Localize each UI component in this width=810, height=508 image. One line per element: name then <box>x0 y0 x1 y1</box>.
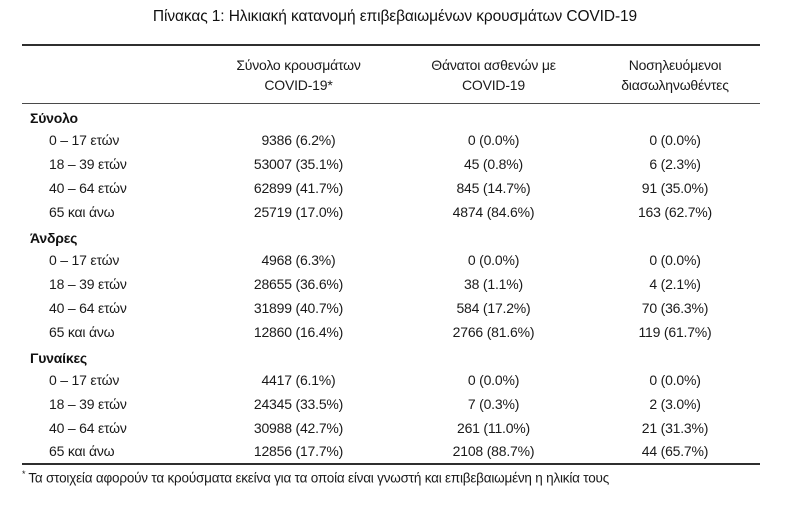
column-header-deaths-line1: Θάνατοι ασθενών με <box>431 57 556 73</box>
section-header-men: Άνδρες <box>22 224 760 248</box>
deaths-value: 38 (1.1%) <box>464 275 523 292</box>
cases-value: 4417 (6.1%) <box>261 371 336 388</box>
age-group-label: 65 και άνω <box>49 323 115 340</box>
table-row: 65 και άνω 12860 (16.4%) 2766 (81.6%) 11… <box>22 320 760 344</box>
age-group-label: 0 – 17 ετών <box>49 371 120 388</box>
column-header-intubated: Νοσηλευόμενοι διασωληνωθέντες <box>590 45 760 104</box>
section-label: Γυναίκες <box>30 349 87 366</box>
age-group-label: 40 – 64 ετών <box>49 179 127 196</box>
cases-value: 30988 (42.7%) <box>253 419 344 436</box>
table-row: 0 – 17 ετών 4417 (6.1%) 0 (0.0%) 0 (0.0%… <box>22 368 760 392</box>
intubated-value: 0 (0.0%) <box>649 371 701 388</box>
table-row: 0 – 17 ετών 4968 (6.3%) 0 (0.0%) 0 (0.0%… <box>22 248 760 272</box>
table-row: 18 – 39 ετών 53007 (35.1%) 45 (0.8%) 6 (… <box>22 152 760 176</box>
cases-value: 9386 (6.2%) <box>261 131 336 148</box>
cases-value: 28655 (36.6%) <box>253 275 344 292</box>
column-header-cases: Σύνολο κρουσμάτων COVID-19* <box>200 45 397 104</box>
deaths-value: 2766 (81.6%) <box>452 323 535 340</box>
intubated-value: 2 (3.0%) <box>649 395 701 412</box>
age-group-label: 65 και άνω <box>49 203 115 220</box>
cases-value: 62899 (41.7%) <box>253 179 344 196</box>
age-group-label: 0 – 17 ετών <box>49 131 120 148</box>
deaths-value: 261 (11.0%) <box>456 419 531 436</box>
cases-value: 12860 (16.4%) <box>253 323 344 340</box>
deaths-value: 7 (0.3%) <box>467 395 520 412</box>
deaths-value: 0 (0.0%) <box>467 251 520 268</box>
footnote-text: Τα στοιχεία αφορούν τα κρούσματα εκείνα … <box>28 470 610 486</box>
deaths-value: 45 (0.8%) <box>464 155 523 172</box>
cases-value: 53007 (35.1%) <box>253 155 344 172</box>
age-group-label: 65 και άνω <box>49 443 115 459</box>
table-title: Πίνακας 1: Ηλικιακή κατανομή επιβεβαιωμέ… <box>152 8 638 25</box>
table-row: 40 – 64 ετών 62899 (41.7%) 845 (14.7%) 9… <box>22 176 760 200</box>
intubated-value: 70 (36.3%) <box>641 299 709 316</box>
section-label: Άνδρες <box>30 229 78 246</box>
column-header-intubated-line1: Νοσηλευόμενοι <box>628 57 722 73</box>
deaths-value: 4874 (84.6%) <box>452 203 535 220</box>
table-row: 40 – 64 ετών 30988 (42.7%) 261 (11.0%) 2… <box>22 416 760 440</box>
footnote-marker: * <box>22 469 26 479</box>
column-header-cases-line2: COVID-19* <box>264 77 333 93</box>
age-group-label: 18 – 39 ετών <box>49 275 127 292</box>
age-group-label: 40 – 64 ετών <box>49 419 127 436</box>
age-group-label: 0 – 17 ετών <box>49 251 120 268</box>
age-group-label: 40 – 64 ετών <box>49 299 127 316</box>
intubated-value: 44 (65.7%) <box>641 443 709 459</box>
table-row: 40 – 64 ετών 31899 (40.7%) 584 (17.2%) 7… <box>22 296 760 320</box>
column-header-deaths-line2: COVID-19 <box>462 77 525 93</box>
section-header-women: Γυναίκες <box>22 344 760 368</box>
deaths-value: 2108 (88.7%) <box>452 443 535 459</box>
section-label: Σύνολο <box>30 109 78 126</box>
table-footnote: * Τα στοιχεία αφορούν τα κρούσματα εκείνα… <box>22 469 782 486</box>
deaths-value: 584 (17.2%) <box>456 299 531 316</box>
intubated-value: 163 (62.7%) <box>637 203 713 220</box>
intubated-value: 91 (35.0%) <box>641 179 709 196</box>
age-group-label: 18 – 39 ετών <box>49 155 127 172</box>
table-row: 18 – 39 ετών 28655 (36.6%) 38 (1.1%) 4 (… <box>22 272 760 296</box>
intubated-value: 6 (2.3%) <box>649 155 701 172</box>
cases-value: 12856 (17.7%) <box>253 443 344 459</box>
intubated-value: 119 (61.7%) <box>638 323 712 340</box>
intubated-value: 0 (0.0%) <box>649 251 701 268</box>
section-header-total: Σύνολο <box>22 104 760 128</box>
table-header: Σύνολο κρουσμάτων COVID-19* Θάνατοι ασθε… <box>22 45 760 104</box>
cases-value: 4968 (6.3%) <box>261 251 336 268</box>
table-row: 18 – 39 ετών 24345 (33.5%) 7 (0.3%) 2 (3… <box>22 392 760 416</box>
column-header-empty <box>22 45 200 104</box>
table-row: 65 και άνω 12856 (17.7%) 2108 (88.7%) 44… <box>22 440 760 464</box>
intubated-value: 4 (2.1%) <box>649 275 701 292</box>
cases-value: 25719 (17.0%) <box>253 203 344 220</box>
cases-value: 31899 (40.7%) <box>253 299 344 316</box>
deaths-value: 0 (0.0%) <box>467 371 520 388</box>
table-row: 0 – 17 ετών 9386 (6.2%) 0 (0.0%) 0 (0.0%… <box>22 128 760 152</box>
cases-value: 24345 (33.5%) <box>253 395 344 412</box>
column-header-intubated-line2: διασωληνωθέντες <box>621 77 729 93</box>
intubated-value: 0 (0.0%) <box>649 131 701 148</box>
column-header-deaths: Θάνατοι ασθενών με COVID-19 <box>397 45 590 104</box>
intubated-value: 21 (31.3%) <box>641 419 709 436</box>
age-group-label: 18 – 39 ετών <box>49 395 127 412</box>
column-header-cases-line1: Σύνολο κρουσμάτων <box>236 57 361 73</box>
table-row: 65 και άνω 25719 (17.0%) 4874 (84.6%) 16… <box>22 200 760 224</box>
deaths-value: 0 (0.0%) <box>467 131 520 148</box>
covid-age-distribution-table: Σύνολο κρουσμάτων COVID-19* Θάνατοι ασθε… <box>22 44 760 465</box>
deaths-value: 845 (14.7%) <box>456 179 531 196</box>
